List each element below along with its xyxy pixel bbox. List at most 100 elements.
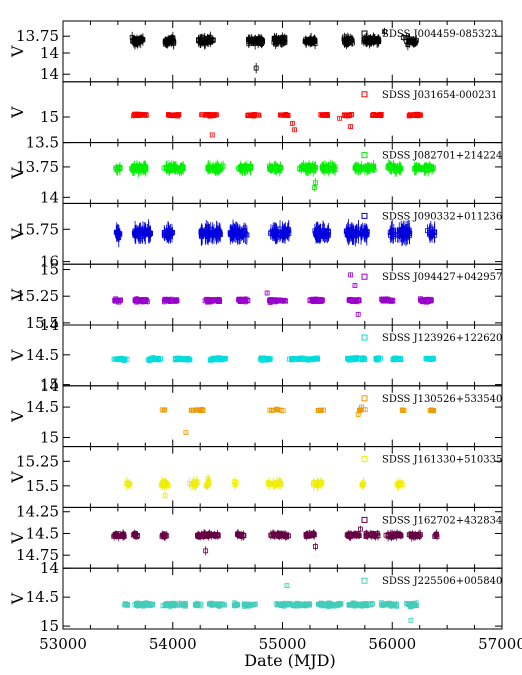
series-points — [113, 159, 436, 192]
legend-label: SDSS J162702+432834 — [382, 515, 502, 526]
legend-marker — [361, 273, 368, 280]
x-tick-label: 54000 — [149, 635, 197, 653]
data-point — [206, 112, 212, 118]
legend-label: SDSS J031654-000231 — [382, 90, 497, 101]
y-axis-label: V — [8, 410, 27, 423]
data-point — [142, 160, 147, 174]
legend-label: SDSS J130526+533540 — [382, 394, 502, 405]
data-point — [349, 36, 355, 45]
y-tick-label: 14 — [40, 559, 59, 577]
legend: SDSS J162702+432834 — [361, 515, 502, 526]
data-point — [258, 36, 264, 43]
data-point — [283, 112, 289, 117]
data-point — [170, 112, 175, 118]
data-point — [259, 35, 265, 45]
data-point — [210, 36, 216, 44]
data-point — [264, 290, 270, 296]
y-tick-label: 13.75 — [16, 158, 59, 176]
x-tick-label: 57000 — [478, 635, 522, 653]
legend: SDSS J225506+005840 — [361, 576, 502, 587]
data-point — [246, 37, 252, 44]
y-tick-label: 15.5 — [26, 477, 59, 495]
data-point — [140, 33, 146, 46]
y-tick-label: 15 — [40, 108, 59, 126]
panel-7: 14 14.5 15 V SDSS J130526+533540 — [8, 377, 503, 448]
data-point — [303, 35, 309, 44]
legend: SDSS J094427+042957 — [361, 272, 502, 283]
data-point — [115, 164, 120, 176]
data-point — [419, 165, 424, 173]
data-point — [133, 225, 139, 244]
series-points — [129, 27, 419, 74]
data-point — [311, 36, 317, 45]
legend: SDSS J123926+122620 — [361, 333, 502, 344]
data-point — [320, 112, 326, 118]
data-point — [301, 160, 306, 172]
legend: SDSS J031654-000231 — [361, 90, 497, 101]
data-point — [289, 121, 295, 126]
legend: SDSS J161330+510335 — [361, 455, 502, 466]
data-point — [133, 111, 138, 117]
data-point — [395, 163, 401, 170]
data-point — [412, 39, 418, 48]
data-point — [205, 163, 211, 173]
y-axis-label: V — [8, 532, 27, 545]
legend-label: SDSS J004459-085323 — [382, 29, 497, 40]
legend-label: SDSS J123926+122620 — [382, 333, 502, 344]
panel-10: 14 14.5 15 V SDSS J225506+005840 — [8, 559, 503, 635]
data-point — [355, 311, 361, 317]
data-point — [278, 161, 284, 174]
legend-marker — [361, 334, 368, 341]
data-point — [342, 112, 347, 118]
y-tick-label: 14.25 — [16, 503, 59, 521]
y-axis-label: V — [8, 106, 27, 119]
data-point — [320, 164, 326, 175]
data-point — [279, 35, 284, 47]
y-tick-label: 14.5 — [26, 588, 59, 606]
data-point — [352, 162, 358, 174]
y-tick-label: 14 — [40, 377, 59, 395]
data-point — [393, 165, 399, 177]
y-tick-label: 15.75 — [16, 220, 59, 238]
data-point — [136, 228, 141, 241]
data-point — [136, 112, 142, 118]
series-points — [122, 583, 419, 623]
data-point — [306, 38, 311, 44]
legend-label: SDSS J094427+042957 — [382, 272, 502, 283]
data-point — [278, 112, 284, 118]
y-axis-label: V — [8, 592, 27, 605]
data-point — [134, 35, 140, 46]
panel-2: 14 15 V SDSS J031654-000231 — [8, 44, 503, 144]
data-point — [220, 160, 226, 172]
data-point — [370, 113, 376, 118]
data-point — [355, 165, 361, 173]
data-point — [349, 112, 354, 117]
data-point — [176, 112, 182, 117]
data-point — [348, 124, 353, 129]
data-point — [400, 33, 406, 42]
panel-3: 13.5 13.75 14 V SDSS J082701+214224 — [8, 134, 503, 206]
data-point — [161, 164, 167, 172]
data-point — [180, 161, 186, 175]
data-point — [162, 492, 168, 500]
y-axis-label: V — [8, 45, 27, 58]
legend: SDSS J082701+214224 — [361, 151, 502, 162]
data-point — [362, 36, 368, 45]
data-point — [248, 112, 254, 118]
data-point — [344, 36, 350, 44]
y-tick-label: 13.5 — [26, 134, 59, 152]
data-point — [387, 163, 393, 171]
y-axis-label: V — [8, 349, 27, 362]
panel-8: 15.25 15.5V SDSS J161330+510335 — [8, 446, 503, 508]
data-point — [177, 162, 183, 174]
data-point — [372, 34, 378, 45]
data-point — [407, 113, 412, 119]
data-point — [311, 183, 317, 192]
legend-label: SDSS J225506+005840 — [382, 576, 502, 587]
data-point — [303, 164, 309, 175]
data-point — [212, 164, 217, 175]
data-point — [203, 546, 209, 556]
y-tick-label: 14 — [40, 44, 59, 62]
